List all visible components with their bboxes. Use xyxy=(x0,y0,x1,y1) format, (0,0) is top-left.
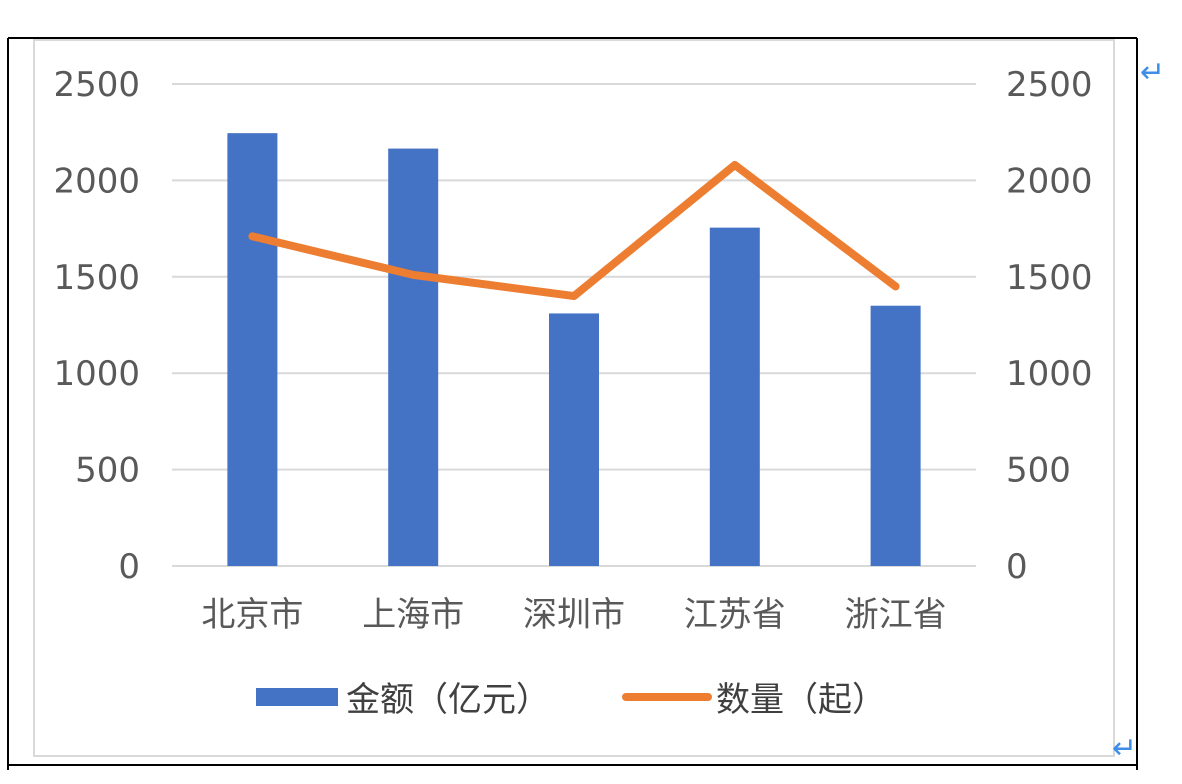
legend-bar-label: 金额（亿元） xyxy=(346,680,550,720)
line-series xyxy=(248,160,900,301)
y-right-tick-label: 2500 xyxy=(1006,65,1093,105)
x-category-label: 上海市 xyxy=(362,595,464,635)
legend-line-label: 数量（起） xyxy=(716,680,886,720)
bar xyxy=(870,305,921,566)
x-axis-categories: 北京市 上海市 深圳市 江苏省 浙江省 xyxy=(201,595,946,635)
y-right-tick-label: 2000 xyxy=(1006,161,1093,201)
bar xyxy=(388,148,439,566)
bar xyxy=(549,313,599,566)
bar xyxy=(709,227,760,567)
y-axis-right: 0 500 1000 1500 2000 2500 xyxy=(1006,65,1093,587)
x-category-label: 北京市 xyxy=(201,595,303,635)
x-category-label: 江苏省 xyxy=(684,595,786,635)
x-category-label: 浙江省 xyxy=(845,595,947,635)
y-left-tick-label: 1500 xyxy=(53,258,140,298)
return-mark-icon: ↵ xyxy=(1140,55,1165,90)
y-left-tick-label: 500 xyxy=(75,451,140,491)
y-right-tick-label: 1500 xyxy=(1006,258,1093,298)
y-right-tick-label: 1000 xyxy=(1006,354,1093,394)
y-right-tick-label: 500 xyxy=(1006,451,1071,491)
legend: 金额（亿元） 数量（起） xyxy=(256,680,886,720)
y-left-tick-label: 0 xyxy=(118,547,140,587)
x-category-label: 深圳市 xyxy=(523,595,625,635)
bar-series xyxy=(227,133,921,567)
y-right-tick-label: 0 xyxy=(1006,547,1028,587)
y-left-tick-label: 2500 xyxy=(53,65,140,105)
legend-bar-swatch xyxy=(256,688,338,706)
y-left-tick-label: 1000 xyxy=(53,354,140,394)
return-mark-icon: ↵ xyxy=(1112,731,1137,766)
bar xyxy=(227,133,278,566)
y-left-tick-label: 2000 xyxy=(53,161,140,201)
y-axis-left: 0 500 1000 1500 2000 2500 xyxy=(53,65,140,587)
